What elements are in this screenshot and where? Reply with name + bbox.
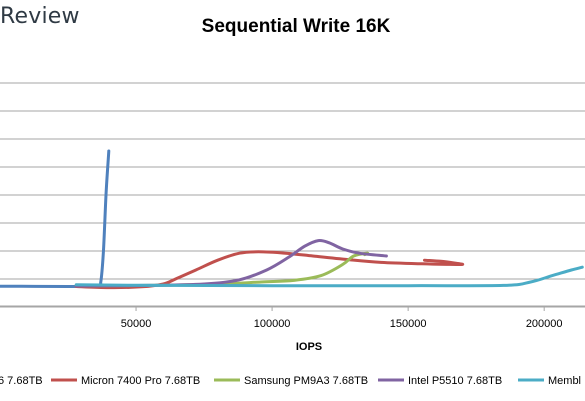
- x-tick-label: 200000: [526, 318, 563, 330]
- gridlines: [0, 82, 585, 308]
- x-tick-label: 50000: [121, 318, 152, 330]
- x-axis-label: IOPS: [296, 341, 322, 353]
- series-line-4: [74, 265, 584, 288]
- legend-label: Samsung PM9A3 7.68TB: [244, 375, 368, 387]
- x-tick-label: 150000: [390, 318, 427, 330]
- series-line-0: [0, 149, 111, 288]
- x-axis: 50000 100000 150000 200000: [0, 305, 585, 330]
- series-layer: [0, 149, 584, 290]
- brand-logo-text: Review: [0, 4, 80, 29]
- legend-label: Membl: [548, 375, 581, 387]
- chart-title: Sequential Write 16K: [202, 16, 391, 37]
- legend-label: 6 7.68TB: [0, 375, 43, 387]
- legend-label: Intel P5510 7.68TB: [408, 375, 502, 387]
- legend: 6 7.68TB Micron 7400 Pro 7.68TB Samsung PM…: [0, 375, 581, 387]
- x-tick-label: 100000: [254, 318, 291, 330]
- legend-label: Micron 7400 Pro 7.68TB: [81, 375, 200, 387]
